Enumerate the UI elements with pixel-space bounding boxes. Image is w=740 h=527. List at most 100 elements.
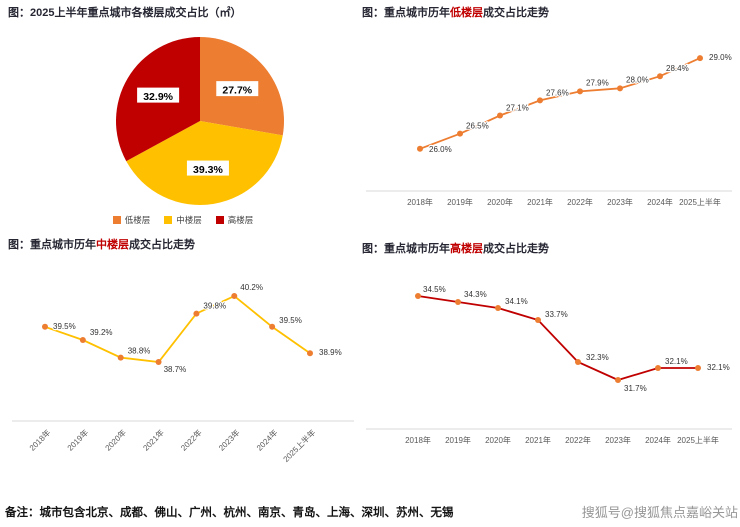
x-tick-label: 2019年 — [65, 427, 90, 452]
data-point — [695, 365, 701, 371]
pie-data-label: 39.3% — [193, 164, 223, 176]
legend-swatch-high-floor-icon — [215, 216, 224, 224]
pie-data-label: 32.9% — [143, 91, 173, 103]
data-label: 38.7% — [164, 365, 187, 374]
legend-item-low-floor: 低楼层 — [112, 214, 151, 226]
data-label: 26.5% — [466, 122, 489, 131]
data-point — [415, 293, 421, 299]
x-tick-label: 2018年 — [27, 427, 52, 452]
high-floor-line-chart: 2018年 2019年 2020年 2021年 2022年 2023年 2024年 2025上… — [366, 284, 732, 445]
high-floor-chart-title: 图：重点城市历年高楼层成交占比走势 — [362, 242, 736, 257]
x-tick-label: 2022年 — [179, 427, 204, 452]
x-tick-label: 2018年 — [407, 197, 433, 207]
data-label: 34.1% — [505, 297, 528, 306]
data-label: 39.8% — [203, 302, 226, 311]
legend-label-high-floor: 高楼层 — [227, 215, 254, 225]
data-point — [269, 323, 276, 330]
pie-data-label-bg — [216, 81, 259, 97]
x-tick-label: 2025上半年 — [679, 197, 721, 207]
data-label: 32.1% — [707, 363, 730, 372]
low-floor-chart-title: 图：重点城市历年低楼层成交占比走势 — [362, 6, 736, 21]
data-point — [537, 97, 543, 104]
data-point — [657, 73, 663, 80]
data-label: 31.7% — [624, 384, 647, 393]
title-highlight: 低楼层 — [450, 7, 483, 19]
data-label: 38.9% — [319, 348, 342, 357]
data-point — [457, 130, 463, 137]
data-point — [42, 323, 48, 330]
data-label: 29.0% — [709, 53, 732, 62]
title-text: 图：重点城市历年 — [362, 7, 450, 19]
title-text: 成交占比走势 — [129, 239, 195, 251]
low-floor-line-chart: 2018年 2019年 2020年 2021年 2022年 2023年 2024年 2025上… — [366, 52, 733, 207]
data-point — [231, 293, 238, 299]
data-point — [193, 310, 200, 317]
data-point — [79, 337, 86, 343]
data-point — [697, 55, 703, 62]
x-tick-label: 2019年 — [447, 197, 473, 207]
title-highlight: 中楼层 — [96, 239, 129, 251]
title-text: 图：2025上半年重点城市各楼层成交占比（㎡） — [8, 7, 242, 19]
pie-data-label-bg — [186, 160, 229, 176]
data-point — [417, 145, 423, 152]
data-label: 39.5% — [279, 316, 302, 325]
mid-floor-line-chart: 2018年 2019年 2020年 2021年 2022年 2023年 2024年 2025上… — [12, 282, 354, 464]
x-tick-label: 2023年 — [216, 427, 241, 452]
data-label: 40.2% — [240, 283, 263, 292]
data-label: 39.5% — [53, 322, 76, 331]
data-point — [577, 88, 583, 95]
data-label: 34.5% — [423, 285, 446, 294]
data-label: 32.3% — [586, 353, 609, 362]
data-point — [617, 85, 623, 92]
x-tick-label: 2020年 — [485, 435, 511, 445]
pie-chart-title: 图：2025上半年重点城市各楼层成交占比（㎡） — [8, 6, 358, 21]
title-text: 图：重点城市历年 — [8, 239, 96, 251]
title-text: 图：重点城市历年 — [362, 243, 450, 255]
legend-item-mid-floor: 中楼层 — [164, 214, 202, 226]
pie-data-label-bg — [137, 87, 180, 103]
data-point — [495, 305, 501, 311]
title-text: 成交占比走势 — [483, 7, 549, 19]
data-label: 27.6% — [546, 88, 569, 97]
x-tick-label: 2020年 — [487, 197, 513, 207]
data-point — [535, 317, 541, 323]
data-label: 33.7% — [545, 310, 568, 319]
high-floor-trend-section: 图：重点城市历年高楼层成交占比走势 2018年 2019年 2020年 2021年 20… — [362, 242, 736, 470]
x-tick-label: 2022年 — [565, 435, 591, 445]
legend-label-low-floor: 低楼层 — [124, 215, 151, 225]
data-point — [117, 354, 124, 361]
mid-floor-chart-title: 图：重点城市历年中楼层成交占比走势 — [8, 238, 358, 253]
data-label: 28.4% — [666, 64, 689, 73]
x-tick-label: 2025上半年 — [677, 435, 719, 445]
x-tick-label: 2024年 — [647, 197, 673, 207]
data-label: 34.3% — [464, 290, 487, 299]
data-label: 32.1% — [665, 357, 688, 366]
legend-swatch-mid-floor-icon — [164, 216, 173, 224]
legend-item-high-floor: 高楼层 — [215, 214, 254, 226]
pie-chart-section: 图：2025上半年重点城市各楼层成交占比（㎡） 27.7% 39.3% 32.9% … — [8, 6, 358, 236]
data-point — [497, 112, 503, 119]
data-point — [455, 299, 461, 305]
title-highlight: 高楼层 — [450, 243, 483, 255]
trend-line — [44, 294, 311, 363]
x-tick-label: 2021年 — [525, 435, 551, 445]
pie-legend: 低楼层 中楼层 高楼层 — [8, 214, 358, 226]
data-point — [155, 359, 162, 365]
x-tick-label: 2020年 — [103, 427, 128, 452]
x-tick-label: 2024年 — [254, 427, 279, 452]
footnote: 备注：城市包含北京、成都、佛山、广州、杭州、南京、青岛、上海、深圳、苏州、无锡 — [5, 507, 454, 519]
legend-swatch-low-floor-icon — [112, 216, 121, 224]
legend-label-mid-floor: 中楼层 — [176, 215, 202, 225]
x-tick-label: 2021年 — [141, 427, 166, 452]
x-tick-label: 2022年 — [567, 197, 593, 207]
data-label: 27.1% — [506, 104, 529, 113]
x-tick-label: 2021年 — [527, 197, 553, 207]
trend-line — [419, 57, 701, 150]
x-tick-label: 2023年 — [605, 435, 631, 445]
trend-line — [417, 295, 698, 381]
data-label: 38.8% — [128, 347, 151, 356]
x-tick-label: 2018年 — [405, 435, 431, 445]
mid-floor-trend-section: 图：重点城市历年中楼层成交占比走势 2018年 2019年 2020年 2021年 20… — [8, 238, 358, 490]
data-point — [307, 350, 313, 357]
